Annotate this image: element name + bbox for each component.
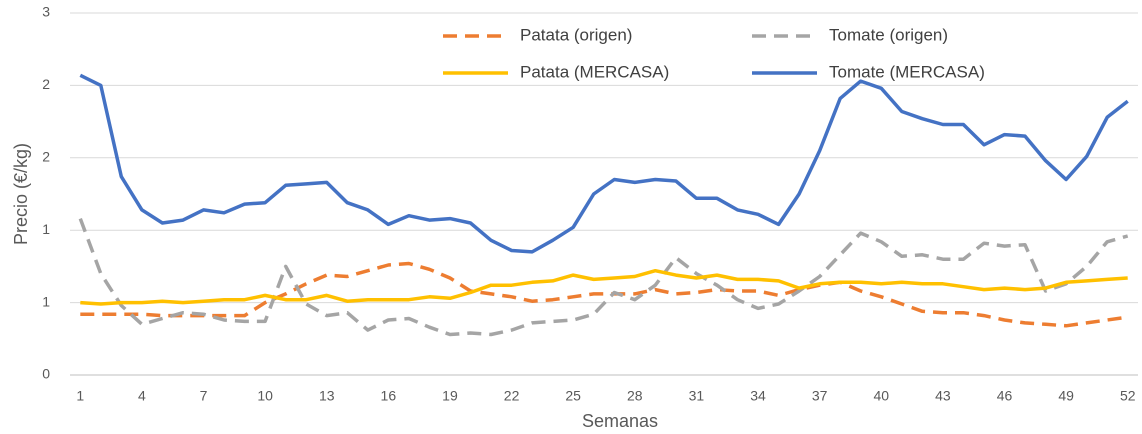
x-tick-label: 19 <box>442 388 458 404</box>
line-series <box>78 217 1129 337</box>
y-tick-label: 2 <box>42 149 50 165</box>
x-tick-label: 7 <box>200 388 208 404</box>
legend-label: Tomate (MERCASA) <box>829 62 985 81</box>
y-tick-label: 2 <box>42 76 50 92</box>
y-tick-label: 0 <box>42 366 50 382</box>
x-tick-label: 28 <box>627 388 643 404</box>
x-tick-label: 25 <box>565 388 581 404</box>
x-tick-label: 1 <box>76 388 84 404</box>
legend-label: Patata (MERCASA) <box>520 62 669 81</box>
y-tick-label: 3 <box>42 4 50 20</box>
x-tick-label: 46 <box>997 388 1013 404</box>
x-tick-label: 31 <box>689 388 705 404</box>
y-tick-label: 1 <box>42 293 50 309</box>
line-series <box>80 261 1128 328</box>
x-tick-label: 34 <box>750 388 766 404</box>
y-axis-label: Precio (€/kg) <box>11 143 31 245</box>
line-series <box>80 268 1128 306</box>
x-tick-label: 43 <box>935 388 951 404</box>
x-tick-label: 49 <box>1058 388 1074 404</box>
x-axis-label: Semanas <box>582 411 658 431</box>
x-tick-label: 13 <box>319 388 335 404</box>
line-series <box>79 73 1129 254</box>
x-tick-label: 16 <box>381 388 397 404</box>
x-tick-label: 40 <box>873 388 889 404</box>
x-tick-label: 37 <box>812 388 828 404</box>
legend-label: Patata (origen) <box>520 25 632 44</box>
x-tick-label: 10 <box>257 388 273 404</box>
x-tick-label: 22 <box>504 388 520 404</box>
y-tick-label: 1 <box>42 221 50 237</box>
x-tick-label: 52 <box>1120 388 1136 404</box>
legend-label: Tomate (origen) <box>829 25 948 44</box>
x-tick-label: 4 <box>138 388 146 404</box>
